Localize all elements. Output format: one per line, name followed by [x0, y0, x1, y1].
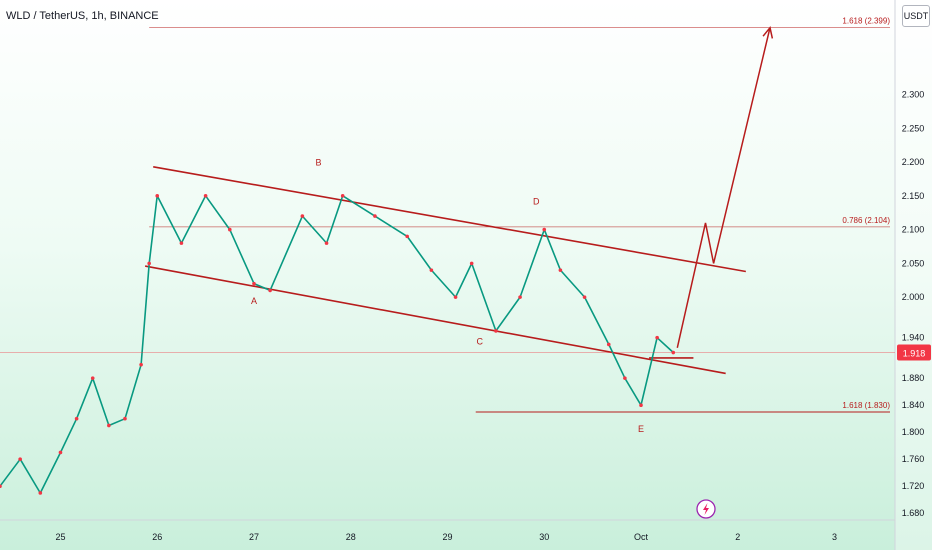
y-tick-label: 2.150: [902, 191, 925, 201]
x-tick-label: 27: [249, 532, 259, 542]
price-point: [494, 329, 498, 333]
price-point: [147, 261, 151, 266]
last-price-badge: [897, 344, 931, 361]
y-tick-label: 1.800: [902, 427, 925, 437]
x-tick-label: 30: [539, 532, 549, 542]
price-point: [606, 342, 611, 347]
last-price-label: 1.918: [903, 349, 926, 359]
wave-label: D: [533, 197, 540, 207]
y-tick-label: 1.760: [902, 454, 925, 464]
price-point: [405, 234, 409, 239]
chart-title: WLD / TetherUS, 1h, BINANCE: [6, 10, 159, 22]
price-point: [107, 423, 111, 428]
x-tick-label: 2: [735, 532, 740, 542]
price-point: [639, 403, 643, 407]
price-point: [300, 214, 305, 218]
x-tick-label: 3: [832, 532, 837, 542]
price-point: [340, 194, 345, 198]
price-point: [268, 288, 272, 293]
y-tick-label: 1.840: [902, 400, 925, 410]
projection-path[interactable]: [676, 27, 771, 348]
fib-level-label: 1.618 (2.399): [842, 17, 890, 26]
price-point: [623, 376, 627, 380]
wave-label: E: [638, 424, 644, 434]
x-tick-label: Oct: [634, 532, 649, 542]
y-tick-label: 2.050: [902, 258, 925, 268]
price-point: [429, 268, 434, 272]
price-point: [542, 227, 547, 232]
wave-label: B: [315, 157, 321, 167]
y-tick-label: 1.720: [902, 481, 925, 491]
x-tick-label: 26: [152, 532, 162, 542]
y-tick-label: 2.200: [902, 157, 925, 167]
fib-level-label: 1.618 (1.830): [842, 401, 890, 410]
price-point: [203, 194, 208, 198]
channel-upper-line[interactable]: [153, 166, 746, 273]
wave-label: A: [251, 296, 257, 306]
price-point: [252, 281, 256, 286]
channel-lower-line[interactable]: [144, 265, 726, 375]
price-point: [469, 261, 474, 266]
price-point: [373, 214, 377, 218]
price-point: [0, 484, 2, 489]
y-tick-label: 2.250: [902, 123, 925, 133]
x-tick-label: 29: [442, 532, 452, 542]
x-tick-label: 25: [55, 532, 65, 542]
price-point: [558, 268, 563, 272]
price-point: [227, 227, 232, 232]
y-tick-label: 2.000: [902, 292, 925, 302]
projection-arrowhead: [762, 26, 774, 39]
wave-label: C: [477, 336, 484, 346]
y-tick-label: 2.300: [902, 90, 925, 100]
price-point: [518, 295, 522, 299]
lightning-icon[interactable]: [696, 499, 716, 519]
x-tick-label: 28: [346, 532, 356, 542]
price-point: [90, 376, 95, 380]
fib-level-label: 0.786 (2.104): [842, 216, 890, 225]
price-point: [324, 241, 329, 245]
price-point: [179, 241, 184, 245]
price-point: [74, 416, 79, 421]
price-point: [58, 450, 63, 455]
price-point: [123, 416, 127, 421]
price-point: [38, 491, 43, 495]
price-axis-background: [895, 0, 932, 550]
currency-button[interactable]: USDT: [902, 5, 930, 27]
price-point: [582, 295, 587, 299]
y-tick-label: 1.880: [902, 373, 925, 383]
price-point: [655, 335, 659, 340]
price-point: [139, 362, 143, 367]
price-point: [453, 295, 458, 299]
y-tick-label: 1.680: [902, 508, 925, 518]
price-series-line: [0, 195, 674, 494]
price-point: [18, 457, 22, 462]
price-point: [155, 194, 160, 198]
y-tick-label: 2.100: [902, 225, 925, 235]
y-tick-label: 1.940: [902, 333, 925, 343]
